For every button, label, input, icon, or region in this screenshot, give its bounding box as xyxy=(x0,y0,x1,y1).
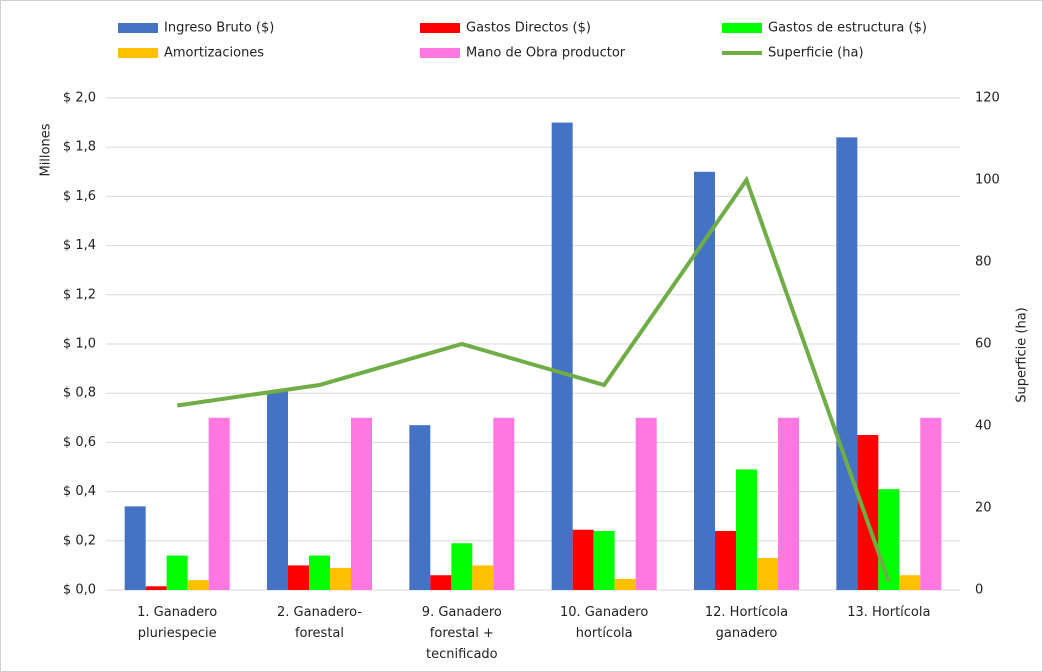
y2-tick-label: 20 xyxy=(975,501,992,516)
bar xyxy=(757,558,778,590)
bar xyxy=(166,555,188,590)
bar xyxy=(493,417,515,590)
y-tick-label: $ 0,0 xyxy=(63,583,96,598)
bar xyxy=(715,530,736,590)
y-tick-label: $ 1,2 xyxy=(63,287,96,302)
bar xyxy=(694,171,715,591)
bar xyxy=(330,567,351,590)
line-series xyxy=(176,175,891,583)
bar xyxy=(430,575,452,590)
y2-axis-label: Superficie (ha) xyxy=(1015,307,1030,403)
bar xyxy=(208,417,230,590)
bar xyxy=(451,543,473,590)
bar xyxy=(593,530,615,590)
y2-tick-label: 100 xyxy=(975,173,1000,188)
y2-tick-label: 40 xyxy=(975,419,992,434)
x-tick-label: 10. Ganadero hortícola xyxy=(560,605,648,641)
bar xyxy=(351,417,372,590)
bar xyxy=(899,575,921,590)
legend-label: Gastos de estructura ($) xyxy=(768,21,927,36)
y2-tick-label: 60 xyxy=(975,337,992,352)
bar xyxy=(920,417,942,590)
bar xyxy=(288,565,309,590)
y-tick-label: $ 1,0 xyxy=(63,337,96,352)
x-tick-label: 1. Ganadero pluriespecie xyxy=(137,605,217,641)
y-tick-label: $ 0,4 xyxy=(63,484,96,499)
y-tick-label: $ 1,4 xyxy=(63,238,96,253)
bar xyxy=(614,578,636,590)
legend-label: Gastos Directos ($) xyxy=(466,21,591,36)
bar xyxy=(836,137,858,591)
x-tick-label: 13. Hortícola xyxy=(847,605,930,620)
y2-tick-label: 80 xyxy=(975,255,992,270)
bar xyxy=(309,555,330,590)
legend-swatch xyxy=(118,48,158,58)
bar xyxy=(635,417,657,590)
bar xyxy=(267,390,288,590)
y2-tick-label: 0 xyxy=(975,583,983,598)
x-tick-label: 9. Ganadero forestal + tecnificado xyxy=(422,605,502,662)
bar xyxy=(857,435,879,590)
y-tick-label: $ 0,2 xyxy=(63,533,96,548)
legend-swatch xyxy=(420,48,460,58)
x-tick-label: 12. Hortícola ganadero xyxy=(705,605,788,641)
bar xyxy=(551,122,573,590)
bar xyxy=(472,565,494,590)
bar xyxy=(878,489,900,590)
legend-label: Amortizaciones xyxy=(164,46,264,61)
legend-label: Superficie (ha) xyxy=(768,46,864,61)
bar xyxy=(187,580,209,590)
bar xyxy=(572,529,594,590)
y-tick-label: $ 1,6 xyxy=(63,189,96,204)
bar xyxy=(736,469,757,590)
legend-swatch xyxy=(722,23,762,33)
legend-swatch xyxy=(118,23,158,33)
y-axis-label: Millones xyxy=(39,123,54,176)
bar xyxy=(409,425,431,590)
y-tick-label: $ 0,8 xyxy=(63,386,96,401)
x-tick-label: 2. Ganadero-forestal xyxy=(277,605,362,641)
y-tick-label: $ 1,8 xyxy=(63,140,96,155)
legend-label: Mano de Obra productor xyxy=(466,46,626,61)
bar xyxy=(778,417,799,590)
y2-tick-label: 120 xyxy=(975,91,1000,106)
bar xyxy=(145,586,167,590)
y-tick-label: $ 2,0 xyxy=(63,91,96,106)
y-tick-label: $ 0,6 xyxy=(63,435,96,450)
bar xyxy=(124,506,146,590)
legend-swatch xyxy=(420,23,460,33)
legend-label: Ingreso Bruto ($) xyxy=(164,21,274,36)
